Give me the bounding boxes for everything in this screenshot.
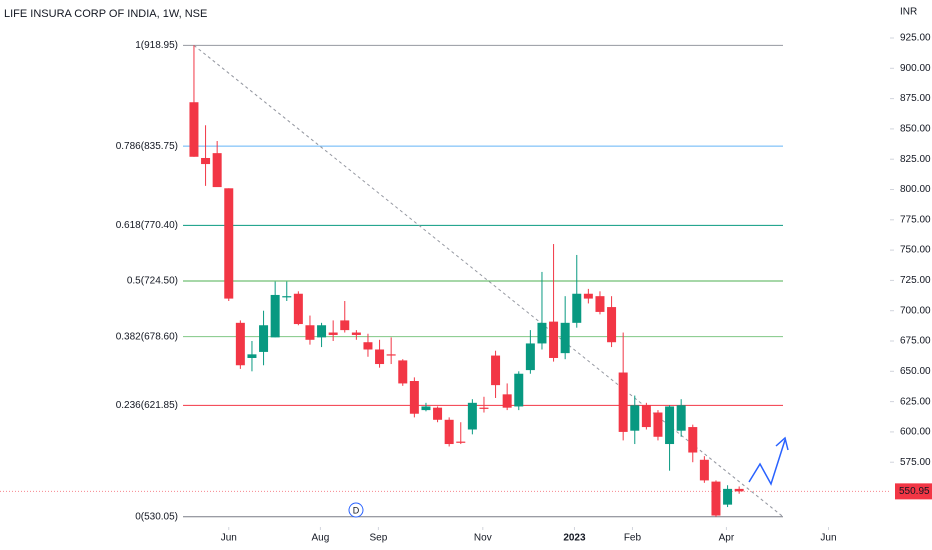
y-tick-label: 825.00 bbox=[900, 154, 931, 165]
y-tick-label: 600.00 bbox=[900, 427, 931, 438]
candle-body bbox=[375, 349, 385, 365]
candle-body bbox=[317, 325, 327, 338]
candle-body bbox=[467, 402, 477, 430]
candle-body bbox=[665, 406, 675, 445]
fib-label: 0.236(621.85) bbox=[116, 400, 178, 411]
fib-label: 0.382(678.60) bbox=[116, 331, 178, 342]
candle-body bbox=[351, 332, 361, 335]
y-tick-label: 625.00 bbox=[900, 396, 931, 407]
candle-body bbox=[676, 405, 686, 431]
projection-arrow bbox=[748, 436, 789, 486]
candle-body bbox=[444, 419, 454, 445]
candle-body bbox=[433, 407, 443, 420]
chart-title: LIFE INSURA CORP OF INDIA, 1W, NSE bbox=[4, 8, 207, 20]
candle-body bbox=[247, 354, 257, 358]
candle-body bbox=[699, 459, 709, 481]
y-tick-label: 750.00 bbox=[900, 245, 931, 256]
y-tick-label: 700.00 bbox=[900, 305, 931, 316]
fib-label: 0.5(724.50) bbox=[127, 276, 178, 287]
y-tick-label: 800.00 bbox=[900, 184, 931, 195]
candle-body bbox=[607, 307, 617, 343]
candle-body bbox=[734, 488, 744, 492]
x-tick-label: Sep bbox=[370, 533, 388, 544]
y-tick-label: 875.00 bbox=[900, 93, 931, 104]
y-tick-label: 725.00 bbox=[900, 275, 931, 286]
candle-body bbox=[653, 412, 663, 437]
candle-body bbox=[537, 322, 547, 344]
candle-body bbox=[235, 322, 245, 366]
candle-body bbox=[618, 372, 628, 432]
candle-body bbox=[259, 325, 269, 352]
event-marker-label: D bbox=[353, 505, 360, 515]
candle-body bbox=[189, 102, 199, 157]
y-axis-label: INR bbox=[900, 7, 917, 18]
fib-label: 0(530.05) bbox=[135, 511, 178, 522]
event-marker bbox=[348, 502, 364, 518]
x-tick-label: Jun bbox=[820, 533, 836, 544]
fib-label: 1(918.95) bbox=[135, 40, 178, 51]
y-tick-label: 925.00 bbox=[900, 33, 931, 44]
x-tick-label: Nov bbox=[474, 533, 492, 544]
y-tick-label: 850.00 bbox=[900, 124, 931, 135]
x-tick-label: Aug bbox=[312, 533, 330, 544]
candle-body bbox=[491, 355, 501, 386]
x-tick-label: Feb bbox=[624, 533, 642, 544]
candle-body bbox=[305, 325, 315, 340]
x-tick-label: Apr bbox=[719, 533, 735, 544]
candle-body bbox=[212, 153, 222, 188]
y-tick-label: 675.00 bbox=[900, 336, 931, 347]
candle-body bbox=[560, 322, 570, 354]
x-tick-label: Jun bbox=[221, 533, 237, 544]
candle-body bbox=[270, 294, 280, 338]
candle-body bbox=[328, 332, 338, 335]
y-tick-label: 775.00 bbox=[900, 214, 931, 225]
candle-body bbox=[514, 373, 524, 407]
candle-body bbox=[293, 293, 303, 325]
candle-body bbox=[688, 427, 698, 453]
candle-body bbox=[595, 296, 605, 312]
y-tick-label: 575.00 bbox=[900, 457, 931, 468]
candle-body bbox=[409, 381, 419, 414]
candle-body bbox=[386, 354, 396, 356]
candle-body bbox=[502, 394, 512, 408]
candle-body bbox=[549, 321, 559, 358]
candle-body bbox=[641, 405, 651, 428]
candle-body bbox=[711, 481, 721, 516]
candle-body bbox=[525, 343, 535, 371]
candle-body bbox=[224, 188, 234, 299]
candle-body bbox=[723, 488, 733, 505]
fib-label: 0.618(770.40) bbox=[116, 220, 178, 231]
candle-body bbox=[630, 405, 640, 431]
candle-body bbox=[421, 406, 431, 411]
candle-body bbox=[282, 296, 292, 298]
candle-body bbox=[398, 360, 408, 384]
candle-body bbox=[583, 293, 593, 299]
last-price-box bbox=[895, 483, 932, 500]
candle-body bbox=[201, 157, 211, 165]
candle-body bbox=[340, 320, 350, 331]
candle-body bbox=[572, 293, 582, 323]
candle-body bbox=[456, 441, 466, 443]
x-tick-label: 2023 bbox=[563, 533, 586, 544]
candle-body bbox=[363, 342, 373, 350]
y-tick-label: 650.00 bbox=[900, 366, 931, 377]
last-price-label: 550.95 bbox=[899, 486, 930, 497]
candle-body bbox=[479, 407, 489, 409]
y-tick-label: 900.00 bbox=[900, 63, 931, 74]
fib-label: 0.786(835.75) bbox=[116, 141, 178, 152]
